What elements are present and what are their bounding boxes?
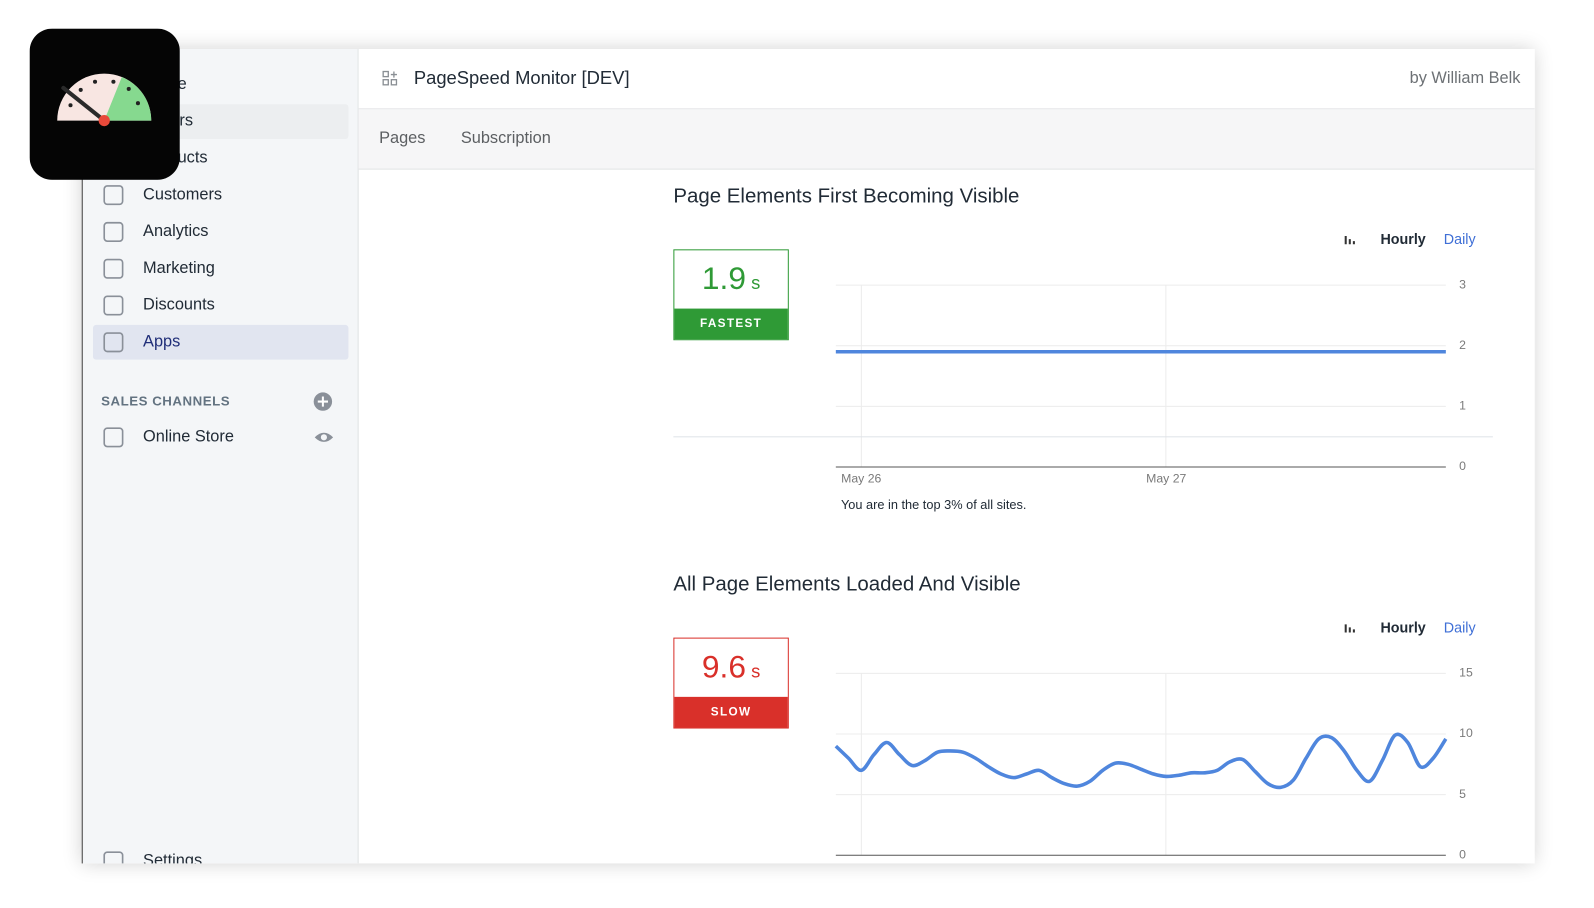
section-title: SALES CHANNELS bbox=[101, 393, 231, 409]
period-toggle[interactable]: Daily bbox=[1443, 619, 1476, 636]
score: 9.6 s bbox=[674, 649, 787, 686]
channel-label: Online Store bbox=[143, 428, 234, 446]
data-line bbox=[834, 732, 1448, 790]
nav-label: Analytics bbox=[143, 222, 209, 241]
score-unit: s bbox=[751, 661, 761, 682]
y-tick-label: 0 bbox=[1459, 459, 1466, 473]
divider bbox=[673, 436, 1493, 438]
nav-item[interactable]: Apps bbox=[92, 324, 349, 360]
nav-label: Discounts bbox=[143, 296, 215, 314]
nav-item[interactable]: Marketing bbox=[93, 251, 348, 286]
charts: 0 1 2 3 May 26 May 27 You are in the top 3% of… bbox=[834, 277, 1473, 861]
app-glyph bbox=[382, 70, 398, 86]
y-tick-label: 1 bbox=[1459, 399, 1466, 413]
tab[interactable]: Pages bbox=[379, 129, 426, 148]
author: by William Belk bbox=[1409, 69, 1521, 87]
period-toggle[interactable]: Hourly bbox=[1380, 619, 1426, 636]
nav-icon bbox=[103, 185, 124, 206]
y-tick-label: 10 bbox=[1459, 726, 1473, 740]
x-tick-label: May 26 bbox=[841, 471, 881, 485]
nav-icon bbox=[103, 332, 124, 353]
app-icon bbox=[29, 28, 180, 180]
app-title: PageSpeed Monitor [DEV] bbox=[413, 67, 630, 88]
settings-label: Settings bbox=[143, 852, 203, 864]
icon-shape bbox=[103, 851, 124, 864]
nav-icon bbox=[103, 295, 124, 316]
nav-item[interactable]: Discounts bbox=[93, 288, 348, 323]
icon-shape bbox=[103, 332, 124, 353]
score-value: 1.9 bbox=[701, 260, 746, 297]
y-tick-label: 5 bbox=[1459, 787, 1466, 801]
section-title: Page Elements First Becoming Visible bbox=[673, 184, 1020, 208]
header: PageSpeed Monitor [DEV] by William Belk bbox=[358, 49, 1535, 110]
score-badge: 9.6 s SLOW bbox=[673, 637, 789, 729]
nav-icon bbox=[103, 851, 124, 864]
icon-shape bbox=[103, 221, 124, 242]
icon-shape bbox=[320, 434, 327, 441]
y-tick-label: 15 bbox=[1459, 666, 1473, 680]
app-window: HomeOrdersProductsCustomersAnalyticsMark… bbox=[81, 49, 1535, 864]
icon-shape bbox=[103, 258, 124, 279]
period-toggle[interactable]: Hourly bbox=[1380, 230, 1426, 248]
nav-label: Customers bbox=[143, 185, 223, 204]
add-channel[interactable] bbox=[313, 391, 333, 411]
tab[interactable]: Subscription bbox=[460, 129, 551, 148]
icon-shape bbox=[103, 427, 124, 448]
score-label: FASTEST bbox=[674, 308, 788, 340]
period-toggle[interactable]: Daily bbox=[1443, 230, 1476, 248]
section-title: All Page Elements Loaded And Visible bbox=[673, 573, 1021, 596]
nav-label: Marketing bbox=[143, 259, 215, 277]
icon-shape bbox=[317, 396, 328, 407]
icon-shape bbox=[1344, 624, 1355, 633]
y-tick-label: 0 bbox=[1459, 847, 1466, 861]
chart-type-icon bbox=[1344, 624, 1355, 633]
settings-item[interactable]: Settings bbox=[93, 844, 348, 864]
nav-label: Apps bbox=[143, 333, 181, 351]
channel-item[interactable]: Online Store bbox=[93, 420, 348, 455]
nav-icon bbox=[103, 258, 124, 279]
y-tick-label: 3 bbox=[1459, 277, 1466, 291]
score-badge: 1.9 s FASTEST bbox=[673, 249, 789, 341]
score-label: SLOW bbox=[674, 696, 788, 728]
tab-bar: Pages Subscription bbox=[358, 109, 1535, 170]
nav-item[interactable]: Customers bbox=[93, 178, 348, 213]
icon-shape bbox=[103, 185, 124, 206]
score: 1.9 s bbox=[674, 261, 787, 298]
chart-type-icon bbox=[1344, 236, 1355, 245]
nav-icon bbox=[103, 427, 124, 448]
sidebar: HomeOrdersProductsCustomersAnalyticsMark… bbox=[82, 49, 359, 864]
nav-icon bbox=[103, 221, 124, 242]
nav-item[interactable]: Analytics bbox=[93, 215, 348, 250]
icon-shape bbox=[103, 295, 124, 316]
y-tick-label: 2 bbox=[1459, 338, 1466, 352]
score-value: 9.6 bbox=[701, 648, 746, 685]
view-icon bbox=[314, 432, 334, 442]
score-unit: s bbox=[751, 272, 761, 294]
x-tick-label: May 27 bbox=[1146, 471, 1186, 485]
chart-note: You are in the top 3% of all sites. bbox=[841, 497, 1026, 512]
icon-shape bbox=[1344, 236, 1355, 245]
